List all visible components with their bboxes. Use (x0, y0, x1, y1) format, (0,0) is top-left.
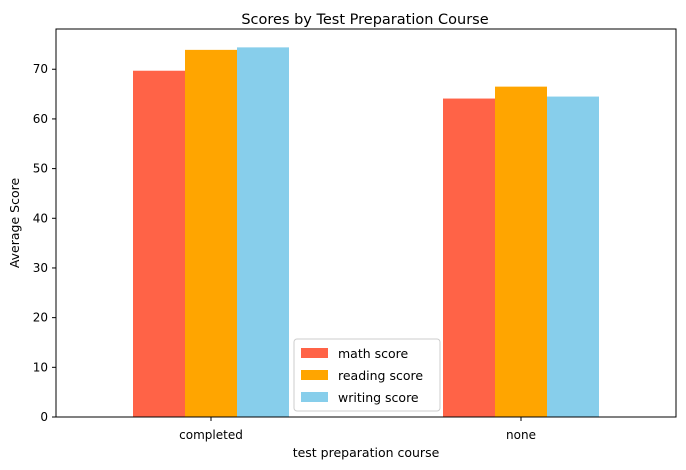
bars-group (133, 47, 599, 418)
legend-swatch-math-score (301, 348, 328, 358)
x-tick-label-completed: completed (179, 428, 243, 442)
x-axis-label: test preparation course (293, 445, 440, 460)
legend: math score reading score writing score (293, 338, 441, 412)
legend-label-math-score: math score (338, 346, 409, 361)
legend-swatch-writing-score (301, 392, 328, 402)
bar-writing-score-none (547, 96, 599, 417)
y-axis: 0 10 20 30 40 50 60 70 (33, 62, 56, 424)
x-tick-label-none: none (506, 428, 536, 442)
y-tick-label: 20 (33, 311, 48, 325)
bar-math-score-completed (133, 70, 185, 418)
legend-label-reading-score: reading score (338, 368, 423, 383)
bar-reading-score-completed (185, 49, 237, 417)
bar-writing-score-completed (237, 47, 289, 417)
y-tick-label: 50 (33, 162, 48, 176)
y-tick-label: 10 (33, 360, 48, 374)
bar-reading-score-none (495, 86, 547, 418)
y-tick-label: 60 (33, 112, 48, 126)
y-tick-label: 70 (33, 62, 48, 76)
y-tick-label: 0 (40, 410, 48, 424)
y-tick-label: 30 (33, 261, 48, 275)
legend-frame (293, 338, 441, 412)
legend-label-writing-score: writing score (338, 390, 419, 405)
chart-title: Scores by Test Preparation Course (241, 12, 488, 28)
plot-frame (55, 28, 677, 418)
y-axis-label: Average Score (7, 178, 22, 269)
x-axis: completed none (179, 417, 536, 442)
bar-math-score-none (443, 98, 495, 418)
legend-swatch-reading-score (301, 370, 328, 380)
y-tick-label: 40 (33, 211, 48, 225)
